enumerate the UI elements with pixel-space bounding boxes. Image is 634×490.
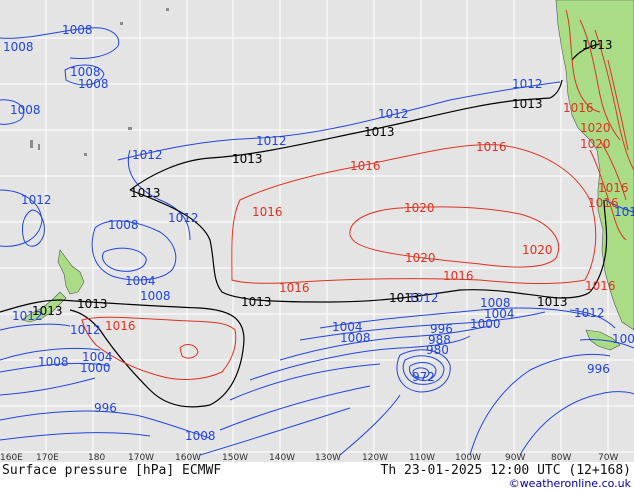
longitude-labels: 160E 170E 180 170W 160W 150W 140W 130W 1… — [0, 453, 618, 463]
new-zealand-north-island — [57, 249, 85, 295]
isobar-label: 1012 — [614, 205, 634, 219]
isobar-label: 1016 — [443, 269, 474, 283]
isobar-label: 1008 — [340, 331, 371, 345]
isobar-label: 1008 — [185, 429, 216, 443]
isobar-label: 1008 — [78, 77, 109, 91]
isobar-label: 1012 — [12, 309, 43, 323]
isobar-label: 1020 — [580, 121, 611, 135]
isobar-label: 1012 — [21, 193, 52, 207]
ocean-background — [0, 0, 634, 462]
isobar-label: 1013 — [77, 297, 108, 311]
site-credit[interactable]: ©weatheronline.co.uk — [509, 477, 632, 490]
isobar-label: 1012 — [256, 134, 287, 148]
isobar-label: 972 — [412, 370, 435, 384]
lon-label: 70W — [598, 453, 618, 463]
lon-label: 170E — [36, 453, 59, 463]
isobar-label: 1008 — [10, 103, 41, 117]
isobar-label: 1016 — [279, 281, 310, 295]
footer-background — [0, 462, 634, 490]
lon-label: 180 — [88, 453, 105, 463]
isobar-label: 1004 — [82, 350, 113, 364]
isobar-label: 1020 — [522, 243, 553, 257]
isobar-label: 1012 — [168, 211, 199, 225]
red-isobars — [81, 9, 634, 380]
isobar-label: 1013 — [364, 125, 395, 139]
new-zealand-south-island — [21, 291, 67, 323]
lon-label: 170W — [128, 453, 154, 463]
isobar-label: 988 — [428, 333, 451, 347]
isobar-label: 1020 — [580, 137, 611, 151]
lon-label: 80W — [551, 453, 571, 463]
isobar-label: 1013 — [32, 304, 63, 318]
lon-label: 160E — [0, 453, 23, 463]
lon-label: 160W — [175, 453, 201, 463]
lon-label: 120W — [362, 453, 388, 463]
isobar-label: 1008 — [3, 40, 34, 54]
isobar-label: 1008 — [480, 296, 511, 310]
isobar-label: 980 — [426, 343, 449, 357]
isobar-label: 1008 — [70, 65, 101, 79]
isobar-label: 1012 — [512, 77, 543, 91]
isobar-label: 996 — [94, 401, 117, 415]
isobar-label: 1008 — [62, 23, 93, 37]
isobar-label: 1004 — [332, 320, 363, 334]
isobar-label: 1012 — [132, 148, 163, 162]
isobar-label: 1012 — [408, 291, 439, 305]
isobar-label: 1012 — [574, 306, 605, 320]
black-isobars — [0, 43, 608, 408]
isobar-label: 1016 — [252, 205, 283, 219]
lon-label: 100W — [455, 453, 481, 463]
isobar-label: 1016 — [563, 101, 594, 115]
lon-label: 90W — [505, 453, 525, 463]
isobar-label: 1000 — [80, 361, 111, 375]
isobar-label: 1013 — [582, 38, 613, 52]
map-title: Surface pressure [hPa] ECMWF — [2, 463, 221, 478]
isobar-label: 1013 — [389, 291, 420, 305]
isobar-label: 1000 — [470, 317, 501, 331]
isobar-label: 1016 — [350, 159, 381, 173]
isobar-label: 1013 — [232, 152, 263, 166]
isobar-label: 996 — [587, 362, 610, 376]
isobar-label: 1016 — [476, 140, 507, 154]
isobar-label: 1016 — [585, 279, 616, 293]
isobar-label: 1016 — [598, 181, 629, 195]
lon-label: 140W — [269, 453, 295, 463]
small-islands — [30, 8, 169, 156]
isobar-label: 1013 — [537, 295, 568, 309]
isobar-label: 1012 — [378, 107, 409, 121]
isobar-label: 1016 — [588, 196, 619, 210]
lon-label: 110W — [409, 453, 435, 463]
isobar-label: 1012 — [70, 323, 101, 337]
valid-time: Th 23-01-2025 12:00 UTC (12+168) — [381, 463, 631, 478]
isobar-label: 1013 — [241, 295, 272, 309]
isobar-label: 1013 — [512, 97, 543, 111]
isobar-label: 1004 — [125, 274, 156, 288]
isobar-label: 996 — [430, 322, 453, 336]
isobar-label: 1004 — [484, 307, 515, 321]
isobar-labels: 1008 1008 1008 1008 1008 1012 1012 1012 … — [3, 23, 634, 443]
isobar-label: 1000 — [612, 332, 634, 346]
isobar-label: 1008 — [38, 355, 69, 369]
isobar-label: 1013 — [130, 186, 161, 200]
isobar-label: 1008 — [108, 218, 139, 232]
graticule — [0, 0, 634, 462]
lon-label: 130W — [315, 453, 341, 463]
isobar-label: 1008 — [140, 289, 171, 303]
blue-isobars — [0, 27, 634, 456]
isobar-label: 1020 — [404, 201, 435, 215]
isobar-label: 1016 — [105, 319, 136, 333]
isobar-label: 1020 — [405, 251, 436, 265]
lon-label: 150W — [222, 453, 248, 463]
